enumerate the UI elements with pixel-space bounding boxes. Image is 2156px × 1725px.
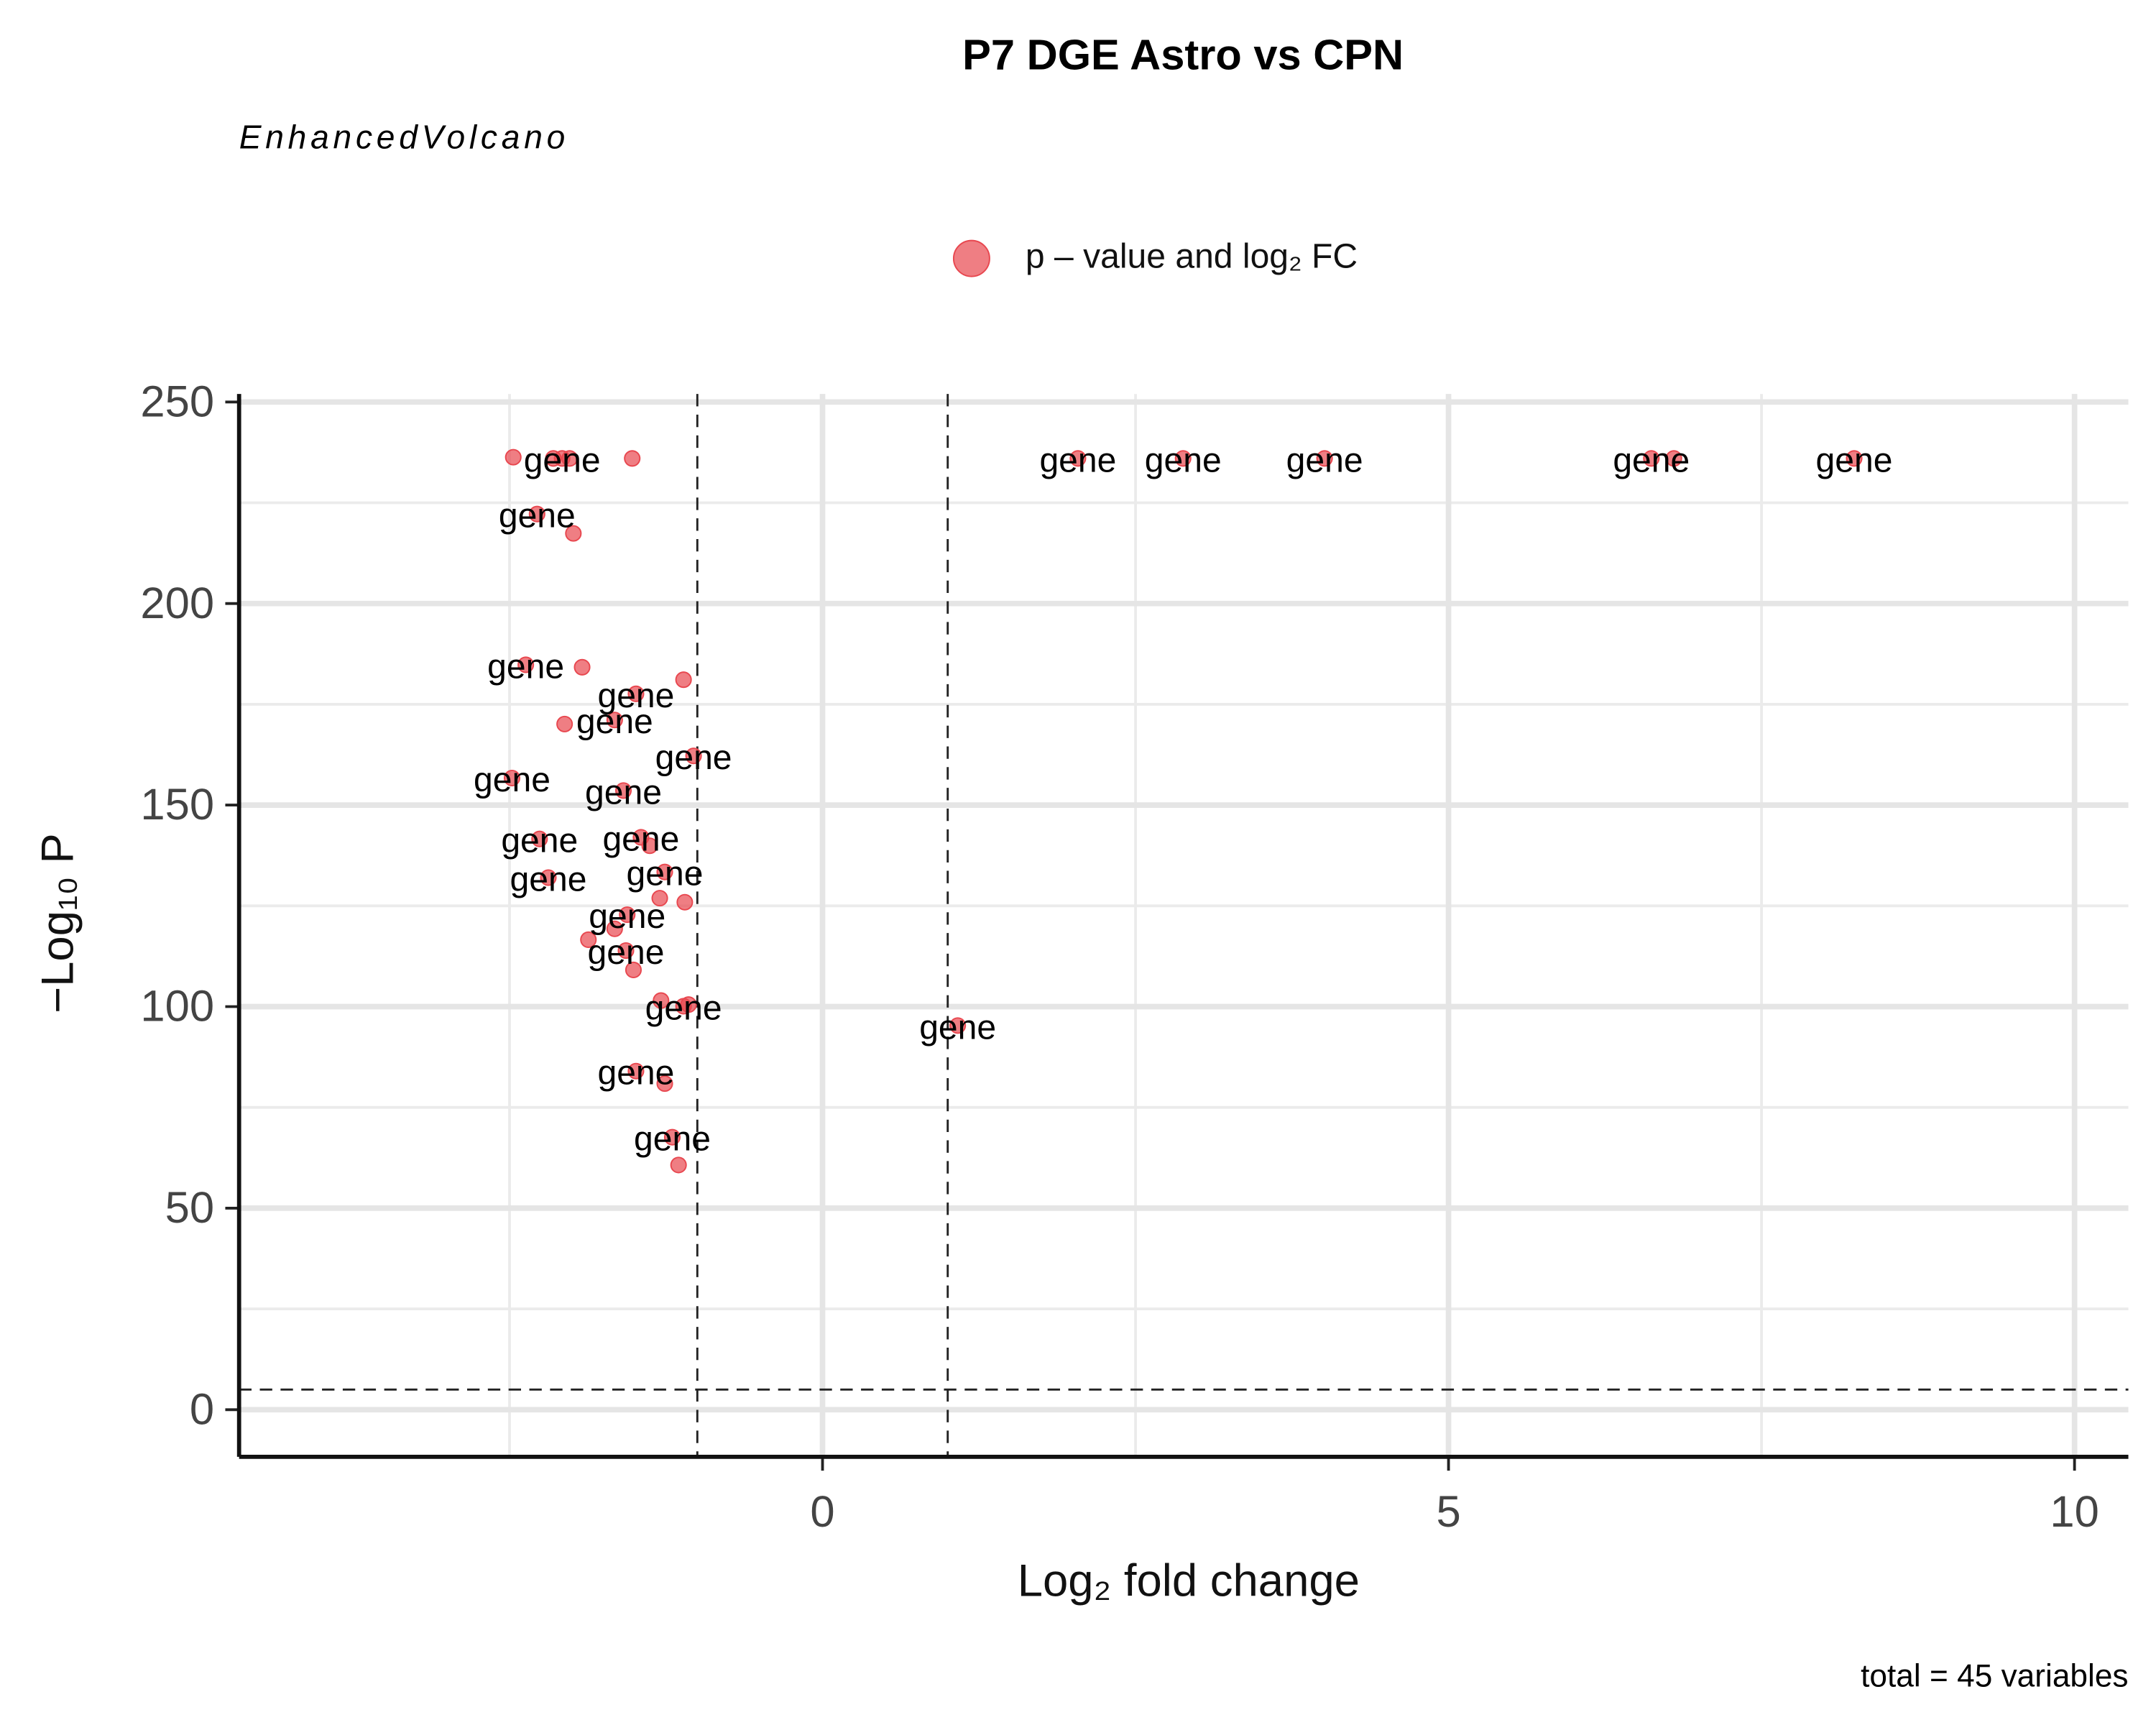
point-label: gene (1286, 441, 1363, 479)
point (656, 1075, 673, 1092)
point-label: gene (597, 1054, 674, 1092)
point-label: gene (602, 819, 679, 858)
point (949, 1017, 967, 1034)
point (517, 656, 535, 673)
chart-subtitle: EnhancedVolcano (239, 118, 569, 155)
point (556, 715, 573, 732)
point-label: gene (1039, 441, 1116, 479)
point (503, 769, 521, 787)
point-label: gene (589, 897, 665, 936)
point (624, 450, 641, 467)
point-label: gene (655, 738, 732, 777)
point (619, 906, 636, 924)
chart-title: P7 DGE Astro vs CPN (962, 31, 1404, 79)
point (614, 782, 632, 799)
point (505, 448, 522, 466)
x-axis-label: Log₂ fold change (1018, 1556, 1360, 1606)
point (1846, 450, 1863, 467)
y-tick-label: 200 (140, 579, 214, 628)
point (685, 748, 702, 765)
point-label: gene (645, 988, 722, 1027)
point-label: gene (919, 1008, 996, 1046)
point (675, 671, 692, 689)
point-label: gene (627, 855, 704, 893)
point (656, 863, 673, 880)
point-label: gene (1613, 441, 1690, 479)
point (573, 658, 591, 676)
point (676, 893, 694, 911)
point (651, 890, 668, 907)
legend-label: p – value and log₂ FC (1026, 236, 1358, 275)
point (617, 942, 635, 960)
point (1665, 450, 1682, 467)
y-tick-label: 250 (140, 377, 214, 426)
point-label: gene (576, 702, 653, 741)
point (653, 992, 670, 1009)
legend-marker (952, 239, 990, 277)
point-label: gene (588, 933, 665, 972)
point (540, 869, 557, 886)
point (663, 1128, 681, 1146)
point-label: gene (499, 497, 576, 535)
y-tick-label: 100 (140, 982, 214, 1031)
point (680, 996, 697, 1013)
point (565, 525, 582, 542)
point (1174, 450, 1192, 467)
point (670, 1156, 687, 1174)
caption: total = 45 variables (1861, 1658, 2128, 1693)
point-label: gene (501, 822, 578, 860)
point-label: gene (634, 1120, 711, 1159)
point-label: gene (597, 676, 674, 715)
point (627, 1062, 645, 1080)
point-label: gene (585, 773, 662, 811)
y-tick-label: 150 (140, 780, 214, 829)
point (1069, 450, 1087, 467)
y-tick-label: 0 (190, 1384, 214, 1434)
point-label: gene (474, 760, 550, 799)
point (641, 837, 658, 855)
point (1643, 450, 1660, 467)
point-label: gene (1816, 441, 1893, 479)
point (625, 961, 642, 979)
y-axis-label: −Log₁₀ P (32, 833, 83, 1013)
point (531, 830, 548, 847)
point (606, 712, 623, 729)
x-tick-label: 5 (1436, 1487, 1460, 1537)
point (627, 685, 645, 702)
point (580, 931, 597, 948)
x-tick-label: 10 (2050, 1487, 2099, 1537)
point-label: gene (510, 860, 587, 899)
point (606, 920, 623, 937)
point (528, 505, 545, 523)
y-tick-label: 50 (165, 1183, 214, 1233)
point (561, 450, 579, 467)
x-tick-label: 0 (810, 1487, 834, 1537)
point-label: gene (1145, 441, 1222, 479)
point-label: gene (487, 647, 564, 686)
point-label: gene (524, 441, 601, 479)
point (1316, 450, 1333, 467)
